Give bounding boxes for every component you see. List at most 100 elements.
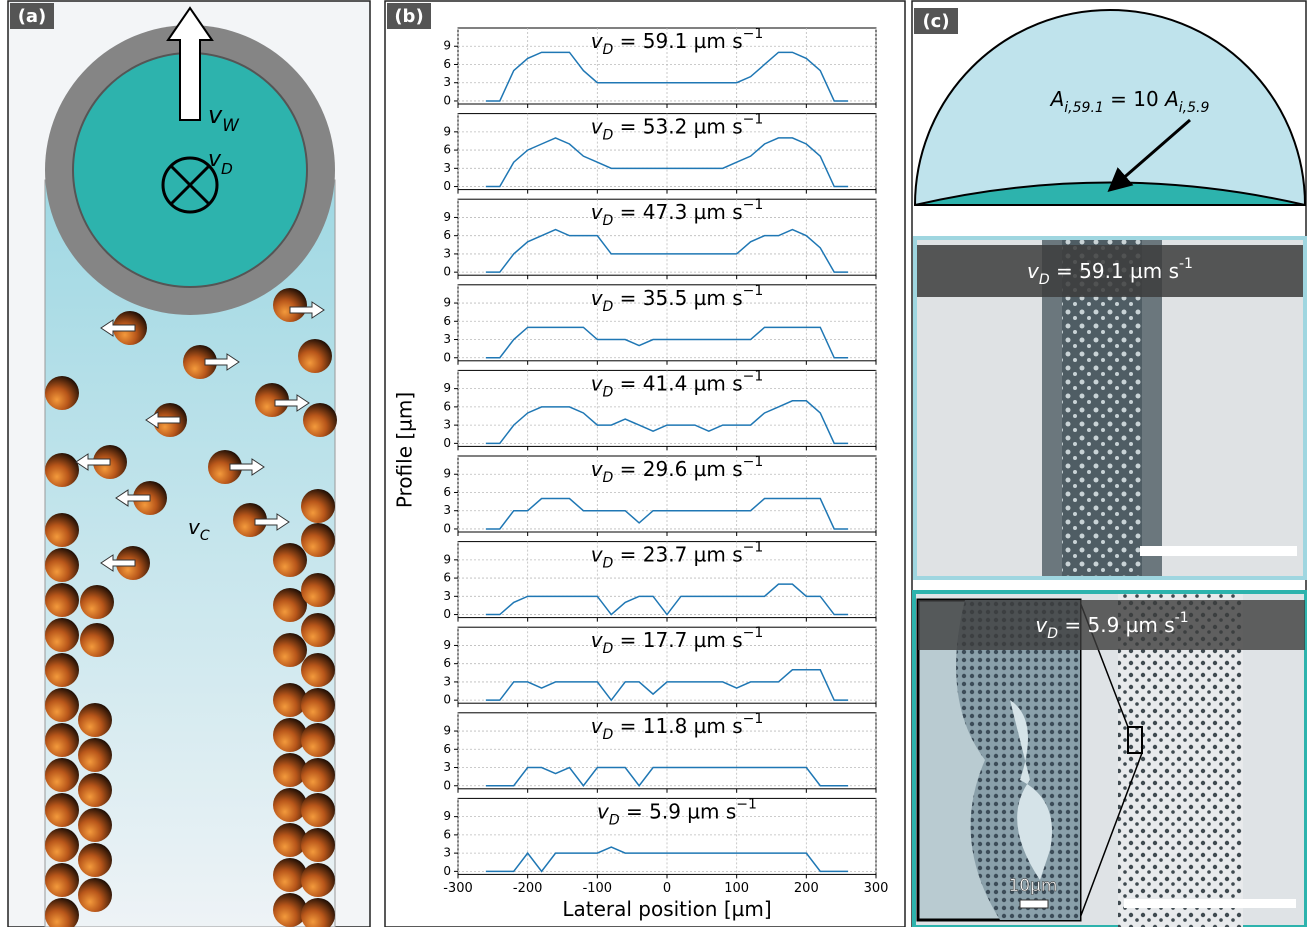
- particle: [45, 618, 79, 652]
- y-tick-label: 3: [443, 418, 451, 432]
- y-tick-label: 9: [443, 296, 451, 310]
- text-part: D: [603, 384, 614, 400]
- text-part: = 5.9 µm s: [620, 799, 737, 823]
- y-tick-label: 3: [443, 332, 451, 346]
- text-part: D: [603, 727, 614, 743]
- particle: [273, 633, 307, 667]
- y-tick-label: 6: [443, 485, 451, 499]
- particle: [45, 653, 79, 687]
- y-tick-label: 3: [443, 503, 451, 517]
- figure: (a) vW vD vC (b) Profile [µm] 0369vD = 5…: [0, 0, 1307, 927]
- text-part: D: [603, 641, 614, 657]
- text-part: -1: [1175, 610, 1189, 626]
- particle: [45, 688, 79, 722]
- y-tick-label: 0: [443, 350, 451, 364]
- y-tick-label: 3: [443, 760, 451, 774]
- panel-label: (c): [922, 11, 949, 32]
- y-tick-label: 9: [443, 809, 451, 823]
- particle: [80, 585, 114, 619]
- y-tick-label: 3: [443, 846, 451, 860]
- y-tick-label: 0: [443, 265, 451, 279]
- particle: [301, 523, 335, 557]
- y-tick-label: 9: [443, 467, 451, 481]
- text-part: −1: [743, 283, 764, 299]
- text-part: = 41.4 µm s: [613, 371, 742, 395]
- particle: [301, 489, 335, 523]
- y-tick-label: 3: [443, 161, 451, 175]
- text-part: D: [603, 128, 614, 144]
- y-tick-label: 6: [443, 143, 451, 157]
- x-tick-label: 200: [794, 881, 819, 896]
- y-tick-label: 6: [443, 571, 451, 585]
- text-part: −1: [743, 368, 764, 384]
- y-tick-label: 3: [443, 246, 451, 260]
- text-part: i,59.1: [1064, 100, 1104, 116]
- y-tick-label: 6: [443, 656, 451, 670]
- particle: [301, 828, 335, 862]
- particle: [301, 758, 335, 792]
- particle: [45, 376, 79, 410]
- y-tick-label: 0: [443, 521, 451, 535]
- x-axis-label: Lateral position [µm]: [562, 897, 771, 921]
- y-tick-label: 0: [443, 179, 451, 193]
- particle: [301, 653, 335, 687]
- particle: [301, 573, 335, 607]
- y-tick-label: 3: [443, 589, 451, 603]
- text-part: D: [221, 160, 233, 178]
- y-tick-label: 6: [443, 228, 451, 242]
- particle: [78, 773, 112, 807]
- particle: [45, 828, 79, 862]
- particle: [301, 613, 335, 647]
- particle: [301, 863, 335, 897]
- particle: [301, 723, 335, 757]
- text-part: D: [603, 299, 614, 315]
- text-part: −1: [743, 454, 764, 470]
- particle: [45, 863, 79, 897]
- y-tick-label: 0: [443, 93, 451, 107]
- y-tick-label: 6: [443, 314, 451, 328]
- particle: [303, 403, 337, 437]
- text-part: −1: [743, 197, 764, 213]
- text-part: −1: [736, 796, 757, 812]
- x-tick-label: -300: [443, 881, 473, 896]
- text-part: D: [603, 470, 614, 486]
- particle: [45, 793, 79, 827]
- y-tick-label: 6: [443, 57, 451, 71]
- text-part: = 59.1 µm s: [613, 29, 742, 53]
- text-part: D: [1047, 626, 1058, 642]
- text-part: −1: [743, 711, 764, 727]
- text-part: −1: [743, 540, 764, 556]
- scale-bar: [1020, 900, 1048, 908]
- y-tick-label: 9: [443, 39, 451, 53]
- panel-a: (a) vW vD vC: [8, 1, 370, 927]
- text-part: D: [1039, 272, 1050, 288]
- text-part: = 35.5 µm s: [613, 285, 742, 309]
- text-part: v: [208, 101, 223, 129]
- particle: [45, 583, 79, 617]
- particle: [45, 453, 79, 487]
- y-tick-label: 9: [443, 124, 451, 138]
- text-part: D: [603, 42, 614, 58]
- particle: [80, 623, 114, 657]
- y-tick-label: 3: [443, 674, 451, 688]
- panel-label: (a): [18, 6, 47, 27]
- particle: [298, 339, 332, 373]
- text-part: = 23.7 µm s: [613, 542, 742, 566]
- text-part: -1: [1179, 256, 1193, 272]
- particle: [78, 808, 112, 842]
- y-tick-label: 6: [443, 399, 451, 413]
- particle: [78, 843, 112, 877]
- text-part: = 11.8 µm s: [613, 713, 742, 737]
- particle: [273, 543, 307, 577]
- particle: [45, 758, 79, 792]
- y-tick-label: 0: [443, 607, 451, 621]
- particle: [45, 548, 79, 582]
- text-part: D: [603, 213, 614, 229]
- text-part: A: [1049, 87, 1065, 111]
- scale-label: 10µm: [1008, 876, 1057, 896]
- y-tick-label: 9: [443, 638, 451, 652]
- text-part: = 5.9 µm s: [1058, 613, 1175, 637]
- text-part: = 17.7 µm s: [613, 628, 742, 652]
- scale-bar: [1140, 546, 1297, 556]
- scale-bar: [1124, 899, 1296, 908]
